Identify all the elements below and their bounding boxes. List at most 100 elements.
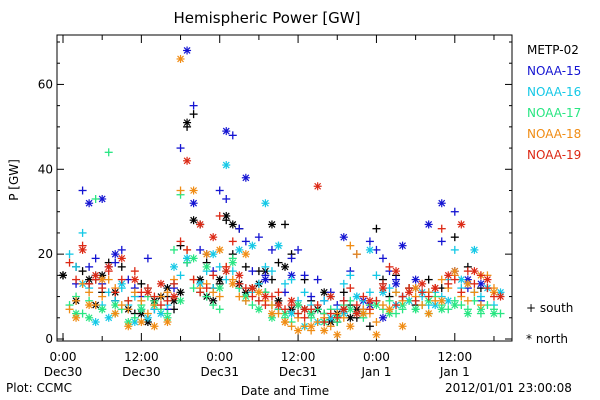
mark-stroke — [366, 297, 374, 305]
mark-stroke — [242, 250, 250, 258]
point-noaa-16-north — [104, 313, 113, 322]
point-noaa-18-north — [398, 322, 407, 331]
point-noaa-18-south — [65, 305, 74, 314]
data-marks — [59, 46, 505, 339]
point-noaa-19-south — [261, 301, 270, 310]
point-noaa-17-south — [183, 258, 192, 267]
point-noaa-17-north — [202, 262, 211, 271]
point-noaa-16-south — [78, 228, 87, 237]
point-metp-02-south — [189, 110, 198, 119]
point-noaa-15-south — [437, 237, 446, 246]
point-noaa-19-south — [392, 301, 401, 310]
point-noaa-17-north — [346, 305, 355, 314]
point-noaa-18-north — [189, 186, 198, 195]
point-noaa-18-south — [437, 275, 446, 284]
point-noaa-19-south — [189, 275, 198, 284]
point-noaa-15-north — [411, 275, 420, 284]
symbol-legend-entry: + south — [526, 301, 573, 315]
point-noaa-17-north — [228, 258, 237, 267]
mark-stroke — [190, 199, 198, 207]
mark-stroke — [470, 246, 478, 254]
point-noaa-16-south — [320, 296, 329, 305]
point-noaa-18-north — [137, 318, 146, 327]
mark-stroke — [229, 280, 237, 288]
point-noaa-18-south — [352, 250, 361, 259]
mark-stroke — [288, 297, 295, 305]
mark-stroke — [431, 284, 439, 292]
point-noaa-19-south — [326, 309, 335, 318]
mark-stroke — [262, 276, 269, 284]
point-noaa-19-north — [143, 288, 152, 297]
point-noaa-19-south — [254, 296, 263, 305]
mark-stroke — [222, 127, 230, 135]
point-noaa-15-south — [294, 245, 303, 254]
point-noaa-19-south — [98, 284, 107, 293]
point-metp-02-south — [339, 288, 348, 297]
point-noaa-19-south — [418, 288, 427, 297]
point-noaa-19-north — [457, 220, 466, 229]
mark-stroke — [105, 263, 113, 271]
point-noaa-19-north — [418, 279, 427, 288]
mark-stroke — [137, 305, 145, 313]
mark-stroke — [229, 259, 237, 267]
point-noaa-16-north — [470, 245, 479, 254]
point-metp-02-north — [189, 216, 198, 225]
mark-stroke — [405, 288, 413, 296]
point-metp-02-north — [281, 262, 290, 271]
point-noaa-17-south — [215, 305, 224, 314]
mark-stroke — [98, 305, 106, 313]
point-noaa-17-south — [170, 245, 179, 254]
mark-stroke — [242, 293, 250, 300]
point-noaa-17-north — [463, 309, 472, 318]
mark-stroke — [262, 293, 269, 300]
x-tick-label: 0:00 — [363, 350, 390, 364]
point-noaa-16-south — [287, 275, 296, 284]
point-noaa-15-north — [398, 241, 407, 250]
point-noaa-17-north — [476, 305, 485, 314]
mark-stroke — [235, 271, 243, 279]
mark-stroke — [248, 242, 256, 250]
point-noaa-19-south — [176, 237, 185, 246]
point-noaa-15-south — [450, 207, 459, 216]
point-noaa-18-south — [392, 288, 401, 297]
mark-stroke — [307, 322, 315, 330]
point-noaa-15-south — [176, 144, 185, 153]
mark-stroke — [412, 284, 420, 292]
axis-ticks: 02040600:00Dec3012:00Dec300:00Dec3112:00… — [38, 35, 512, 379]
point-noaa-18-north — [163, 318, 172, 327]
mark-stroke — [85, 301, 93, 309]
point-noaa-19-south — [150, 292, 159, 301]
mark-stroke — [490, 288, 498, 296]
mark-stroke — [490, 310, 498, 317]
mark-stroke — [379, 314, 387, 322]
point-noaa-17-north — [254, 305, 263, 314]
mark-stroke — [288, 310, 295, 317]
point-noaa-19-south — [85, 279, 94, 288]
point-noaa-15-north — [183, 46, 192, 55]
mark-stroke — [281, 263, 289, 271]
point-noaa-19-south — [450, 275, 459, 284]
point-noaa-15-north — [85, 199, 94, 208]
point-noaa-18-north — [372, 330, 381, 339]
mark-stroke — [412, 305, 420, 313]
point-noaa-18-south — [143, 309, 152, 318]
point-noaa-18-south — [209, 288, 218, 297]
point-noaa-15-south — [222, 194, 231, 203]
point-noaa-19-south — [130, 267, 139, 276]
mark-stroke — [497, 293, 504, 300]
mark-stroke — [144, 288, 152, 296]
mark-stroke — [457, 221, 465, 228]
mark-stroke — [242, 174, 250, 182]
mark-stroke — [92, 318, 100, 326]
mark-stroke — [438, 297, 446, 305]
point-noaa-18-south — [241, 296, 250, 305]
mark-stroke — [85, 276, 93, 284]
point-noaa-18-south — [463, 296, 472, 305]
plot-frame — [56, 34, 513, 342]
point-noaa-18-south — [235, 292, 244, 301]
point-noaa-15-south — [111, 258, 120, 267]
point-noaa-15-south — [254, 233, 263, 242]
mark-stroke — [418, 280, 426, 288]
mark-stroke — [177, 55, 184, 63]
mark-stroke — [281, 318, 289, 326]
